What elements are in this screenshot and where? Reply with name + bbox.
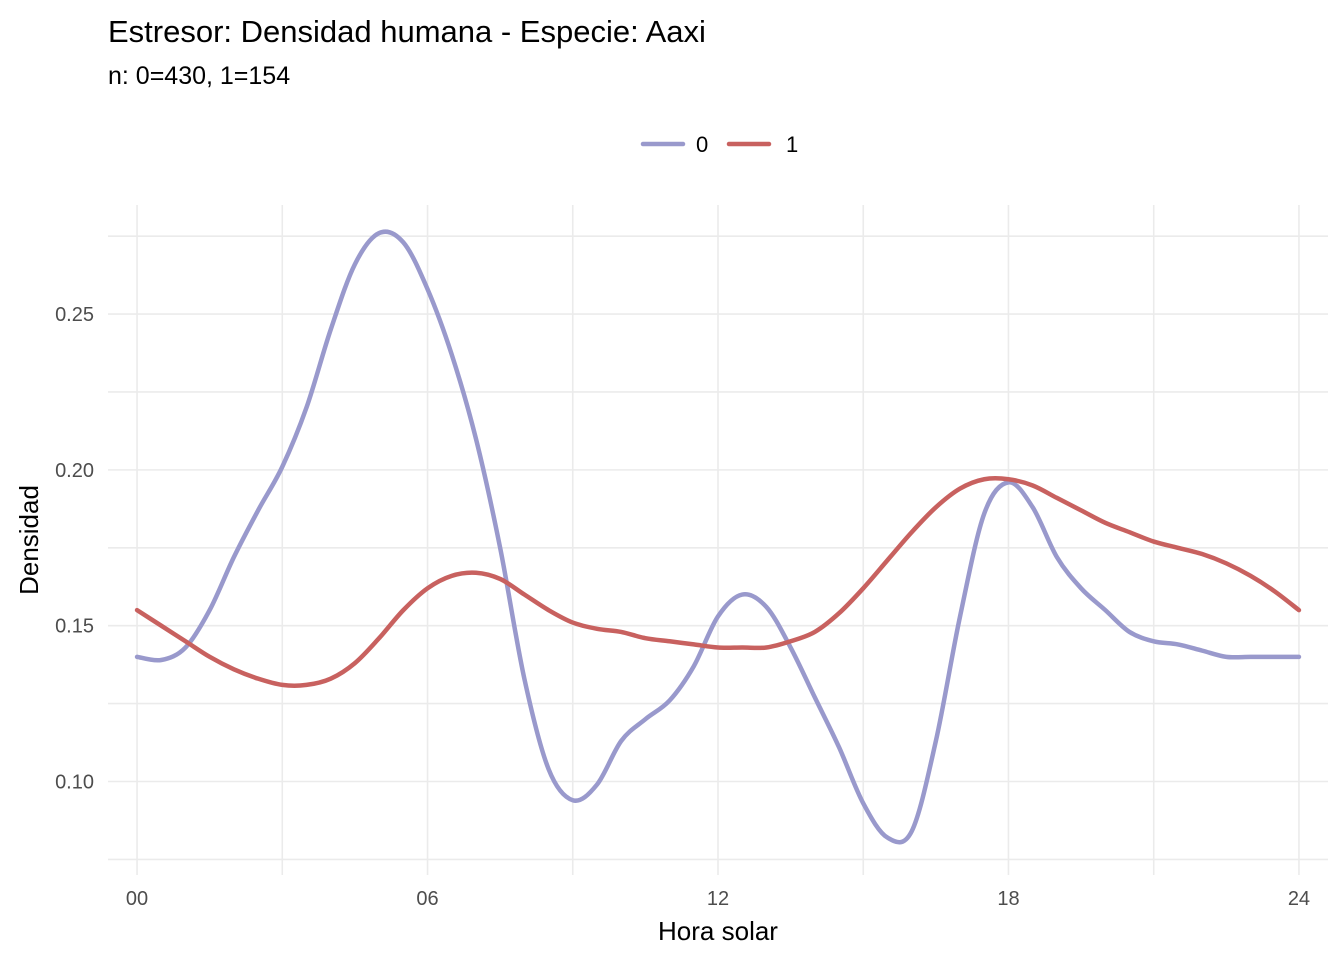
x-axis-ticks: 00 06 12 18 24 xyxy=(126,888,1310,910)
x-tick-label: 18 xyxy=(997,888,1019,910)
y-axis-ticks: 0.10 0.15 0.20 0.25 xyxy=(55,304,94,793)
legend-label-series-0: 0 xyxy=(696,132,708,157)
chart-subtitle: n: 0=430, 1=154 xyxy=(108,62,290,90)
x-axis-title: Hora solar xyxy=(658,916,778,946)
y-tick-label: 0.20 xyxy=(55,460,94,482)
series-line-1 xyxy=(134,476,1302,688)
y-tick-label: 0.15 xyxy=(55,616,94,638)
y-tick-label: 0.25 xyxy=(55,304,94,326)
series-line-0 xyxy=(134,229,1302,845)
y-tick-label: 0.10 xyxy=(55,772,94,794)
chart-title: Estresor: Densidad humana - Especie: Aax… xyxy=(108,14,706,49)
x-tick-label: 06 xyxy=(416,888,438,910)
x-tick-label: 24 xyxy=(1288,888,1310,910)
y-axis-title: Densidad xyxy=(14,485,44,595)
legend: 0 1 xyxy=(640,132,798,157)
legend-label-series-1: 1 xyxy=(786,132,798,157)
series-layer xyxy=(134,229,1302,845)
x-tick-label: 12 xyxy=(707,888,729,910)
grid xyxy=(108,205,1328,875)
x-tick-label: 00 xyxy=(126,888,148,910)
